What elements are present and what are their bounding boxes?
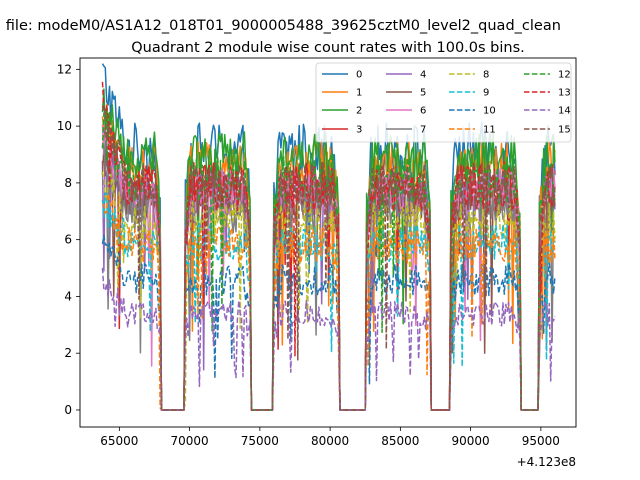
- legend-label-10: 10: [483, 106, 496, 117]
- legend-label-6: 6: [420, 106, 426, 117]
- legend-label-0: 0: [356, 70, 362, 81]
- x-tick-label: 75000: [241, 434, 279, 448]
- legend-label-1: 1: [356, 88, 362, 99]
- series-line-14: [101, 267, 556, 411]
- y-tick-label: 6: [64, 233, 72, 247]
- legend-label-15: 15: [558, 125, 571, 136]
- legend-label-4: 4: [420, 70, 426, 81]
- x-tick-label: 95000: [522, 434, 560, 448]
- y-tick-label: 8: [64, 176, 72, 190]
- legend-label-11: 11: [483, 125, 496, 136]
- legend-box: [315, 62, 572, 143]
- y-tick-label: 2: [64, 346, 72, 360]
- series-layer: [101, 63, 556, 411]
- x-tick-label: 90000: [452, 434, 490, 448]
- x-tick-label: 85000: [381, 434, 419, 448]
- x-tick-label: 65000: [100, 434, 138, 448]
- legend-label-3: 3: [356, 125, 362, 136]
- legend-label-13: 13: [558, 88, 571, 99]
- plot-frame: [79, 57, 577, 428]
- x-tick-label: 80000: [311, 434, 349, 448]
- y-tick-label: 4: [64, 289, 72, 303]
- x-offset-label: +4.123e8: [517, 455, 576, 469]
- legend-label-5: 5: [420, 88, 426, 99]
- legend-label-2: 2: [356, 106, 362, 117]
- x-axis: 65000 70000 75000 80000 85000 90000 95000: [100, 427, 560, 448]
- series-line-9: [101, 192, 556, 411]
- legend-label-8: 8: [483, 70, 489, 81]
- legend-label-14: 14: [558, 106, 571, 117]
- series-line-15: [101, 105, 556, 411]
- x-tick-label: 70000: [171, 434, 209, 448]
- legend-label-9: 9: [483, 88, 489, 99]
- y-axis: 0 2 4 6 8 10 12: [57, 62, 80, 417]
- chart-title: Quadrant 2 module wise count rates with …: [131, 40, 525, 56]
- legend-label-12: 12: [558, 70, 571, 81]
- y-tick-label: 0: [64, 403, 72, 417]
- y-tick-label: 12: [57, 62, 72, 76]
- legend-label-7: 7: [420, 125, 426, 136]
- figure-suptitle: n file: modeM0/AS1A12_018T01_9000005488_…: [0, 18, 561, 34]
- y-tick-label: 10: [57, 119, 72, 133]
